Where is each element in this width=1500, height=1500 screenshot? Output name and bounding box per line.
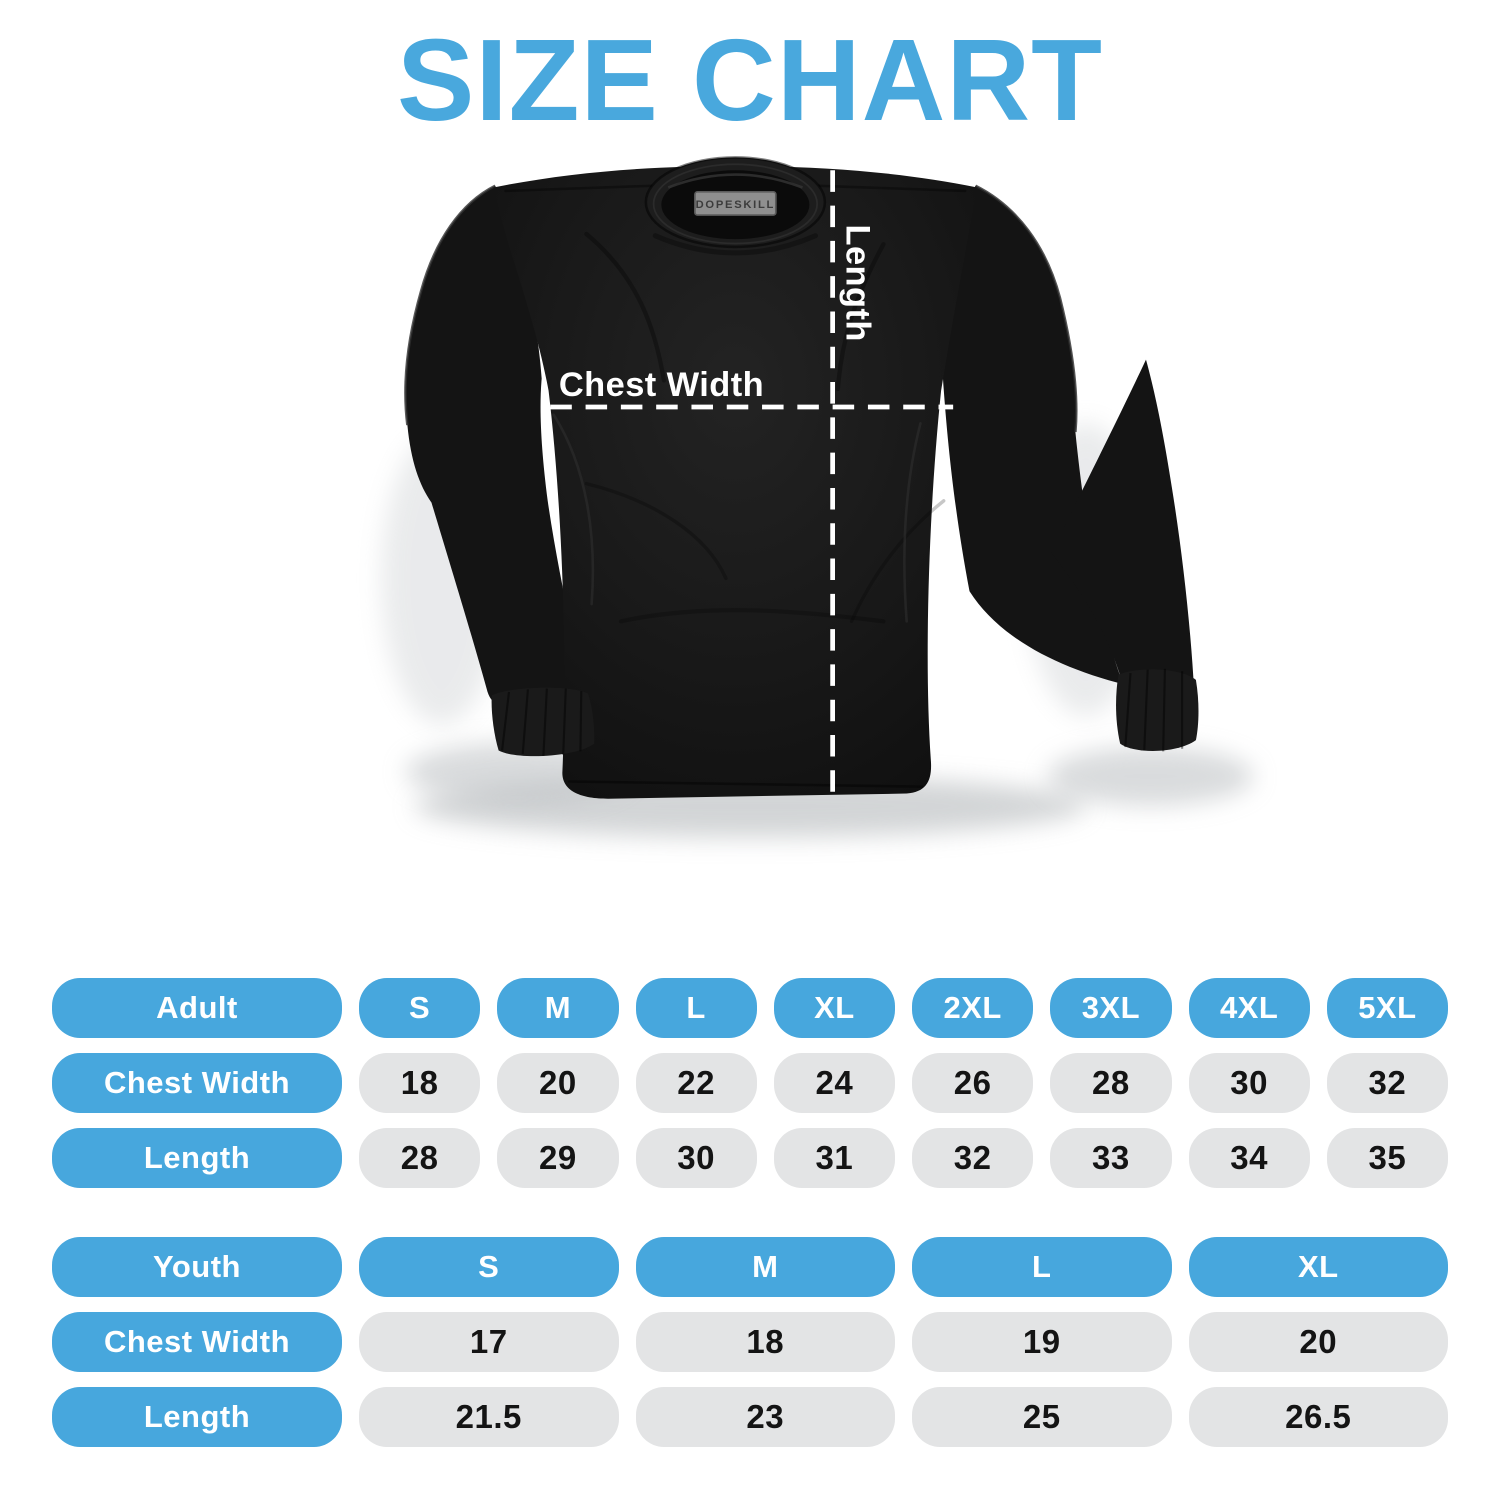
adult-chest-value: 22 — [635, 1053, 757, 1113]
right-cuff — [1116, 668, 1199, 752]
adult-length-value: 31 — [773, 1128, 895, 1188]
adult-size-header: 5XL — [1326, 978, 1448, 1038]
right-sleeve-forearm — [1051, 359, 1195, 692]
adult-chest-value: 30 — [1188, 1053, 1310, 1113]
adult-length-value: 33 — [1050, 1128, 1172, 1188]
adult-size-header: M — [497, 978, 619, 1038]
adult-size-header: 2XL — [912, 978, 1034, 1038]
adult-size-header: 4XL — [1188, 978, 1310, 1038]
chest-width-label: Chest Width — [559, 366, 764, 404]
youth-length-value: 25 — [912, 1387, 1172, 1447]
youth-size-header: S — [359, 1237, 619, 1297]
shirt-illustration: DOPESKILL Chest Width Length — [0, 135, 1500, 970]
adult-chest-value: 24 — [773, 1053, 895, 1113]
adult-chest-value: 32 — [1326, 1053, 1448, 1113]
right-sleeve-highlight-edge — [974, 184, 1078, 433]
youth-size-header: L — [912, 1237, 1172, 1297]
adult-chest-value: 26 — [912, 1053, 1034, 1113]
youth-row-label: Length — [52, 1387, 342, 1447]
youth-length-value: 21.5 — [359, 1387, 619, 1447]
adult-length-value: 29 — [497, 1128, 619, 1188]
shirt-body — [493, 165, 978, 799]
youth-chest-value: 17 — [359, 1312, 619, 1372]
adult-chest-value: 20 — [497, 1053, 619, 1113]
youth-length-value: 23 — [635, 1387, 895, 1447]
left-sleeve-highlight-edge — [404, 184, 496, 426]
youth-table-title: Youth — [52, 1237, 342, 1297]
size-tables: Adult S M L XL 2XL 3XL 4XL 5XL Chest Wid… — [52, 978, 1448, 1447]
left-cuff — [491, 687, 595, 757]
adult-chest-value: 18 — [359, 1053, 481, 1113]
adult-length-value: 30 — [635, 1128, 757, 1188]
length-label: Length — [838, 225, 876, 342]
adult-size-header: XL — [773, 978, 895, 1038]
youth-size-table: Youth S M L XL Chest Width 17 18 19 20 L… — [52, 1237, 1448, 1447]
adult-size-header: 3XL — [1050, 978, 1172, 1038]
youth-chest-value: 20 — [1188, 1312, 1448, 1372]
adult-row-label: Chest Width — [52, 1053, 342, 1113]
youth-chest-value: 18 — [635, 1312, 895, 1372]
youth-row-label: Chest Width — [52, 1312, 342, 1372]
adult-row-label: Length — [52, 1128, 342, 1188]
adult-length-value: 34 — [1188, 1128, 1310, 1188]
adult-length-value: 28 — [359, 1128, 481, 1188]
adult-length-value: 32 — [912, 1128, 1034, 1188]
youth-size-header: XL — [1188, 1237, 1448, 1297]
youth-size-header: M — [635, 1237, 895, 1297]
adult-table-title: Adult — [52, 978, 342, 1038]
adult-size-header: S — [359, 978, 481, 1038]
youth-length-value: 26.5 — [1188, 1387, 1448, 1447]
shirt-svg: DOPESKILL Chest Width Length — [381, 156, 1254, 838]
adult-size-header: L — [635, 978, 757, 1038]
youth-chest-value: 19 — [912, 1312, 1172, 1372]
brand-tag-label: DOPESKILL — [696, 199, 776, 211]
fabric-wrinkles — [504, 184, 967, 788]
page-title: SIZE CHART — [397, 15, 1103, 145]
brand-tag: DOPESKILL — [694, 190, 777, 216]
adult-length-value: 35 — [1326, 1128, 1448, 1188]
adult-size-table: Adult S M L XL 2XL 3XL 4XL 5XL Chest Wid… — [52, 978, 1448, 1188]
shirt-left-sleeve — [405, 185, 587, 703]
adult-chest-value: 28 — [1050, 1053, 1172, 1113]
